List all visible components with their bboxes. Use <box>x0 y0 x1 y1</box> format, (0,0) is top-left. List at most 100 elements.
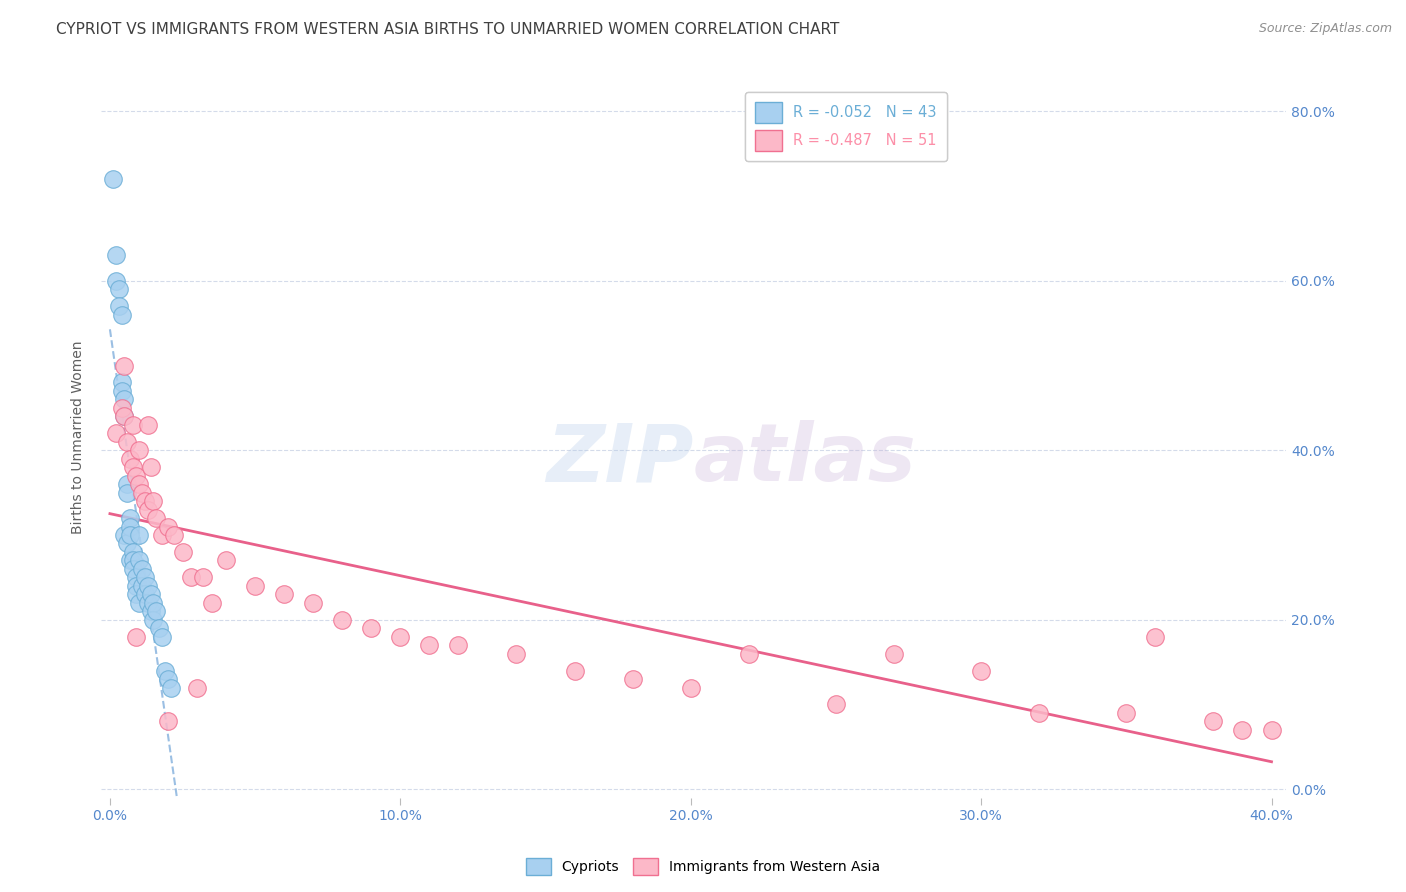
Point <box>120 451 142 466</box>
Point <box>120 553 142 567</box>
Point <box>564 664 586 678</box>
Point <box>825 698 848 712</box>
Point <box>120 519 142 533</box>
Point <box>122 545 145 559</box>
Legend: R = -0.052   N = 43, R = -0.487   N = 51: R = -0.052 N = 43, R = -0.487 N = 51 <box>745 92 948 161</box>
Point <box>139 587 162 601</box>
Legend: Cypriots, Immigrants from Western Asia: Cypriots, Immigrants from Western Asia <box>520 853 886 880</box>
Point <box>150 528 173 542</box>
Point <box>389 630 412 644</box>
Point <box>110 308 132 322</box>
Point <box>186 681 208 695</box>
Text: atlas: atlas <box>693 420 917 498</box>
Point <box>330 613 353 627</box>
Point <box>122 417 145 432</box>
Point <box>142 596 165 610</box>
Point <box>418 638 440 652</box>
Text: CYPRIOT VS IMMIGRANTS FROM WESTERN ASIA BIRTHS TO UNMARRIED WOMEN CORRELATION CH: CYPRIOT VS IMMIGRANTS FROM WESTERN ASIA … <box>56 22 839 37</box>
Point <box>1144 630 1167 644</box>
Point <box>150 630 173 644</box>
Point <box>738 647 761 661</box>
Point <box>180 570 202 584</box>
Point <box>117 477 139 491</box>
Point <box>172 545 194 559</box>
Point <box>128 443 150 458</box>
Point <box>117 536 139 550</box>
Point <box>117 485 139 500</box>
Point <box>134 570 156 584</box>
Point <box>122 553 145 567</box>
Point <box>139 460 162 475</box>
Point <box>110 384 132 398</box>
Text: ZIP: ZIP <box>547 420 693 498</box>
Point <box>107 299 129 313</box>
Point <box>122 562 145 576</box>
Point <box>114 409 136 424</box>
Point <box>101 172 124 186</box>
Y-axis label: Births to Unmarried Women: Births to Unmarried Women <box>72 341 86 534</box>
Point <box>145 604 167 618</box>
Point <box>163 528 186 542</box>
Point <box>125 579 148 593</box>
Point <box>273 587 295 601</box>
Point <box>134 587 156 601</box>
Point <box>1115 706 1137 720</box>
Point <box>128 477 150 491</box>
Point <box>153 664 176 678</box>
Point <box>1028 706 1050 720</box>
Point <box>117 434 139 449</box>
Point <box>621 672 644 686</box>
Point <box>110 401 132 415</box>
Point <box>191 570 214 584</box>
Point <box>156 672 179 686</box>
Point <box>125 570 148 584</box>
Point <box>128 528 150 542</box>
Point <box>131 579 153 593</box>
Point <box>107 282 129 296</box>
Point <box>128 553 150 567</box>
Point <box>125 630 148 644</box>
Point <box>243 579 266 593</box>
Point <box>128 596 150 610</box>
Point <box>136 417 159 432</box>
Point <box>114 528 136 542</box>
Point <box>142 494 165 508</box>
Point <box>120 528 142 542</box>
Point <box>134 494 156 508</box>
Point <box>114 392 136 407</box>
Point <box>104 274 127 288</box>
Point <box>447 638 470 652</box>
Point <box>145 511 167 525</box>
Point <box>122 460 145 475</box>
Point <box>110 376 132 390</box>
Point <box>148 621 170 635</box>
Point <box>156 714 179 729</box>
Point <box>360 621 382 635</box>
Point <box>120 511 142 525</box>
Point <box>505 647 527 661</box>
Point <box>114 409 136 424</box>
Point <box>125 587 148 601</box>
Point <box>302 596 325 610</box>
Text: Source: ZipAtlas.com: Source: ZipAtlas.com <box>1258 22 1392 36</box>
Point <box>114 359 136 373</box>
Point <box>136 502 159 516</box>
Point <box>139 604 162 618</box>
Point <box>200 596 222 610</box>
Point <box>160 681 183 695</box>
Point <box>136 579 159 593</box>
Point <box>125 468 148 483</box>
Point <box>142 613 165 627</box>
Point <box>215 553 238 567</box>
Point <box>1202 714 1225 729</box>
Point <box>136 596 159 610</box>
Point <box>970 664 993 678</box>
Point <box>131 485 153 500</box>
Point <box>104 248 127 262</box>
Point <box>104 426 127 441</box>
Point <box>156 519 179 533</box>
Point <box>883 647 905 661</box>
Point <box>679 681 702 695</box>
Point <box>1232 723 1254 737</box>
Point <box>131 562 153 576</box>
